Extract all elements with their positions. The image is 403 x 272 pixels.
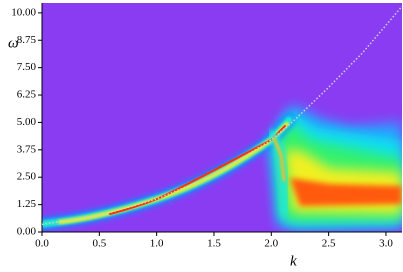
x-axis-label: k <box>290 253 297 269</box>
x-tick-label: 2.0 <box>264 238 278 250</box>
x-tick-label: 1.5 <box>207 238 221 250</box>
dispersion-line <box>42 5 402 226</box>
intensity-region <box>290 178 402 206</box>
lower-branch <box>272 136 286 182</box>
y-tick-label: 8.75 <box>17 34 37 46</box>
x-tick-label: 2.5 <box>322 238 336 250</box>
y-axis-label: ω <box>8 35 19 51</box>
band <box>109 125 286 215</box>
y-tick-label: 2.50 <box>17 171 37 183</box>
y-tick-label: 10.00 <box>11 6 36 18</box>
y-tick-label: 7.50 <box>17 61 37 73</box>
y-tick-label: 5.00 <box>17 116 37 128</box>
y-tick-label: 1.25 <box>17 198 37 210</box>
y-tick-label: 3.75 <box>17 143 37 155</box>
x-tick-label: 1.0 <box>150 238 164 250</box>
y-tick-label: 6.25 <box>17 89 37 101</box>
y-tick-label: 0.00 <box>17 226 37 238</box>
x-tick-label: 3.0 <box>379 238 393 250</box>
x-tick-label: 0.0 <box>35 238 49 250</box>
x-tick-label: 0.5 <box>92 238 106 250</box>
